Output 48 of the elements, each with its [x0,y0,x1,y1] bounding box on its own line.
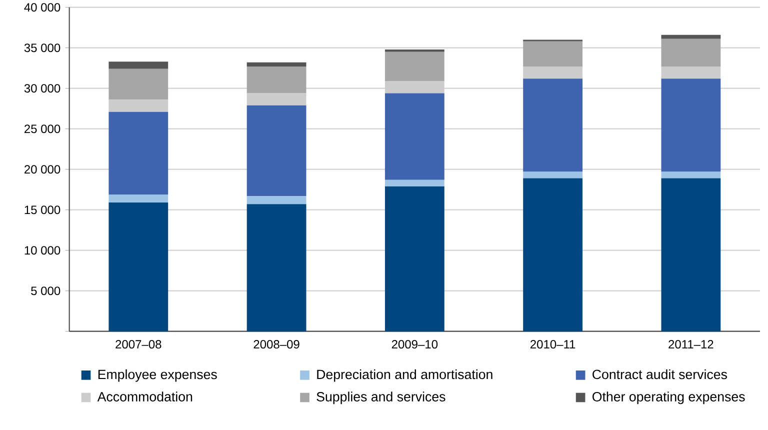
bar [661,66,721,79]
bar [661,178,721,332]
x-tick-label: 2007–08 [116,340,162,349]
legend-label: Contract audit services [592,369,727,380]
y-tick-label: 10 000 [24,246,60,255]
x-tick-label: 2009–10 [392,340,438,349]
bar [661,34,721,39]
bar [108,68,168,100]
bar [246,204,306,332]
bar [661,172,721,178]
bar [384,93,444,180]
bar [384,52,444,82]
y-tick-label: 30 000 [24,84,60,93]
bar [523,178,582,332]
y-tick-label: 5 000 [31,286,60,296]
x-tick-label: 2010–11 [530,340,576,349]
y-tick-label: 40 000 [24,3,60,12]
legend-label: Other operating expenses [592,392,745,404]
legend-label: Employee expenses [98,369,217,382]
y-tick-label: 35 000 [24,44,60,52]
bar [661,78,721,172]
legend-label: Accommodation [97,392,192,402]
bar [661,38,721,66]
bar [384,180,444,186]
bar [523,66,582,79]
bar [523,41,582,66]
bar [384,49,444,52]
y-tick-label: 15 000 [24,206,60,214]
bar [108,112,168,194]
bar [523,172,582,178]
bar [246,93,306,106]
y-tick-label: 20 000 [24,165,60,174]
y-tick-label: 25 000 [24,124,60,134]
bar [246,105,306,196]
bar [246,196,306,204]
bar [384,81,444,94]
bar [108,100,168,112]
bar [523,78,582,172]
bar [108,202,168,332]
bar [108,62,168,69]
x-tick-label: 2011–12 [668,340,714,349]
bar [108,194,168,203]
legend-label: Supplies and services [316,392,446,404]
bar [246,66,306,94]
legend-label: Depreciation and amortisation [317,369,492,382]
bar [246,62,306,66]
x-tick-label: 2008–09 [254,340,300,349]
bar [384,186,444,332]
